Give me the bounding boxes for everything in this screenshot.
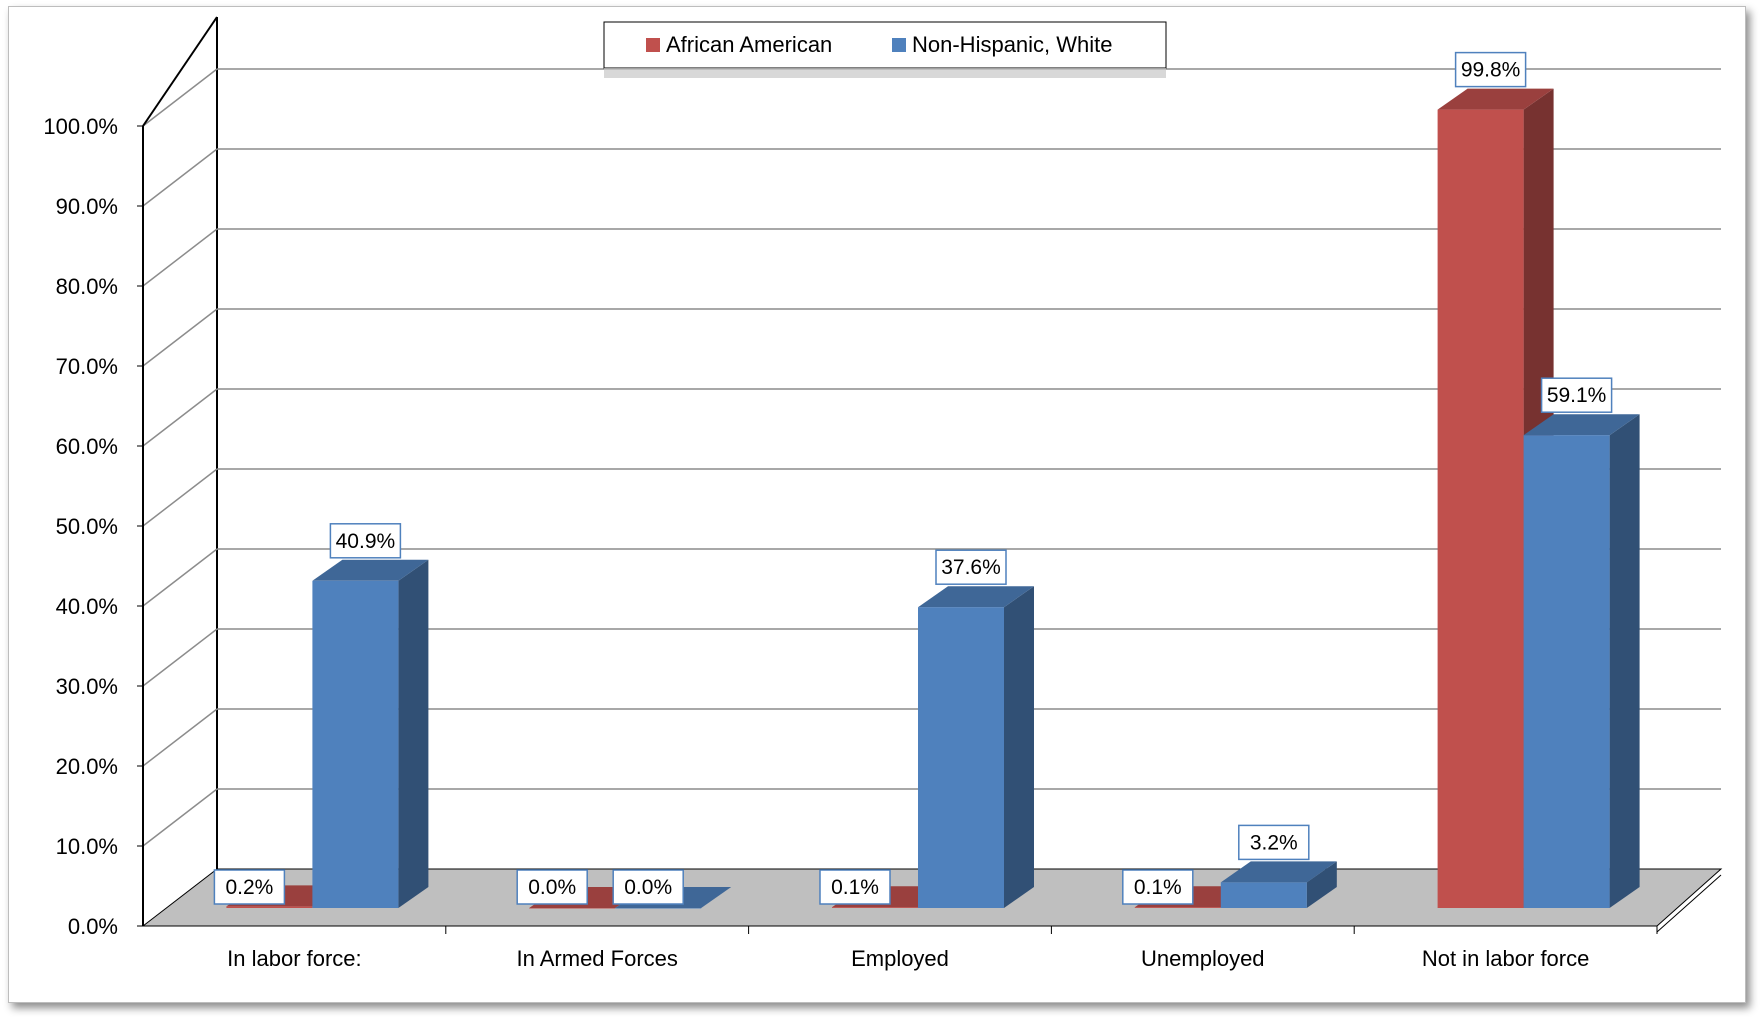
bar-african-american-in-armed-forces-front	[529, 908, 616, 909]
data-label-african-american-employed: 0.1%	[819, 869, 891, 905]
y-tick-label: 30.0%	[56, 674, 118, 699]
gridline-side	[142, 628, 218, 687]
data-label-african-american-in-armed-forces: 0.0%	[516, 869, 588, 905]
data-label-african-american-in-labor-force: 0.2%	[213, 869, 286, 905]
data-label-text: 0.0%	[624, 876, 672, 899]
data-label-box	[612, 869, 684, 905]
data-label-box	[935, 549, 1007, 585]
data-label-text: 0.1%	[1134, 876, 1182, 899]
data-label-african-american-unemployed: 0.1%	[1122, 869, 1194, 905]
gridline-side	[142, 68, 218, 127]
legend-swatch-non-hispanic-white	[892, 38, 906, 52]
bar-non-hispanic-white-not-in-labor-force-side	[1609, 414, 1640, 908]
gridline-side	[142, 548, 218, 607]
bar-african-american-unemployed-front	[1134, 907, 1221, 908]
y-tick-label: 60.0%	[56, 434, 118, 459]
y-tick-label: 10.0%	[56, 834, 118, 859]
x-tick-label-not-in-labor-force: Not in labor force	[1422, 946, 1590, 971]
data-label-non-hispanic-white-in-labor-force: 40.9%	[329, 523, 402, 559]
legend-shadow	[604, 68, 1166, 78]
data-label-text: 40.9%	[336, 530, 396, 553]
bar-non-hispanic-white-unemployed-side	[1306, 861, 1337, 908]
bar-non-hispanic-white-in-armed-forces-front	[615, 908, 702, 909]
data-label-african-american-not-in-labor-force: 99.8%	[1454, 51, 1527, 88]
gridline-side	[142, 468, 218, 527]
gridline-side	[142, 788, 218, 847]
bar-non-hispanic-white-not-in-labor-force	[1523, 414, 1640, 908]
data-label-non-hispanic-white-employed: 37.6%	[935, 549, 1007, 585]
data-label-box	[1454, 51, 1527, 88]
bar-non-hispanic-white-employed-front	[918, 607, 1004, 908]
bar-non-hispanic-white-in-labor-force-top	[312, 559, 429, 581]
y-axis-top-edge	[142, 16, 218, 127]
data-label-box	[1238, 824, 1310, 861]
bar-african-american-employed-front	[832, 907, 918, 908]
y-tick-label: 40.0%	[56, 594, 118, 619]
data-label-non-hispanic-white-in-armed-forces: 0.0%	[612, 869, 684, 905]
bar-non-hispanic-white-employed-side	[1004, 586, 1034, 908]
data-label-box	[213, 869, 286, 905]
gridline-side	[142, 308, 218, 367]
bar-non-hispanic-white-unemployed-top	[1220, 861, 1337, 883]
bar-non-hispanic-white-in-labor-force-front	[312, 580, 399, 908]
bar-non-hispanic-white-in-labor-force	[312, 559, 429, 908]
data-label-text: 0.1%	[831, 876, 879, 899]
legend-label-non-hispanic-white: Non-Hispanic, White	[912, 32, 1113, 57]
data-label-box	[329, 523, 402, 559]
y-tick-label: 80.0%	[56, 274, 118, 299]
data-label-non-hispanic-white-not-in-labor-force: 59.1%	[1540, 377, 1613, 413]
bar-non-hispanic-white-employed-top	[918, 586, 1034, 608]
data-label-text: 99.8%	[1461, 59, 1521, 82]
data-label-text: 0.2%	[225, 876, 273, 899]
data-label-text: 37.6%	[941, 556, 1001, 579]
axes: 0.0% 10.0% 20.0% 30.0% 40.0% 50.0% 60.0% 70.0% 8…	[43, 16, 1658, 971]
gridline-side	[142, 708, 218, 767]
data-label-text: 3.2%	[1250, 831, 1298, 854]
bar-non-hispanic-white-employed	[918, 586, 1034, 908]
bar-non-hispanic-white-not-in-labor-force-front	[1523, 435, 1610, 908]
y-tick-label: 70.0%	[56, 354, 118, 379]
y-tick-label: 50.0%	[56, 514, 118, 539]
data-label-text: 0.0%	[528, 876, 576, 899]
bar-african-american-not-in-labor-force-front	[1437, 109, 1524, 909]
gridline-side	[142, 148, 218, 207]
x-tick-label-unemployed: Unemployed	[1141, 946, 1265, 971]
gridline-side	[142, 228, 218, 287]
bars	[226, 88, 1640, 909]
data-label-box	[1122, 869, 1194, 905]
data-label-box	[819, 869, 891, 905]
bar-non-hispanic-white-not-in-labor-force-top	[1523, 414, 1640, 436]
legend: African American Non-Hispanic, White	[603, 21, 1167, 78]
data-label-non-hispanic-white-unemployed: 3.2%	[1238, 824, 1310, 861]
data-labels: 0.2% 40.9% 0.0% 0.0% 0.1% 37.6% 0.1% 3.2% 99.8% 5…	[213, 51, 1613, 905]
bar-african-american-not-in-labor-force-top	[1437, 88, 1554, 110]
bar-non-hispanic-white-unemployed	[1220, 861, 1337, 908]
bar-non-hispanic-white-unemployed-front	[1220, 882, 1307, 908]
x-tick-label-employed: Employed	[851, 946, 949, 971]
y-tick-label: 100.0%	[43, 114, 118, 139]
y-tick-label: 20.0%	[56, 754, 118, 779]
y-tick-label: 90.0%	[56, 194, 118, 219]
legend-label-african-american: African American	[666, 32, 832, 57]
data-label-box	[516, 869, 588, 905]
data-label-box	[1540, 377, 1613, 413]
floor-side-edge	[1656, 874, 1722, 933]
y-tick-label: 0.0%	[68, 914, 118, 939]
x-tick-label-in-armed-forces: In Armed Forces	[517, 946, 678, 971]
legend-swatch-african-american	[646, 38, 660, 52]
bar-african-american-in-labor-force-front	[226, 906, 313, 908]
data-label-text: 59.1%	[1547, 384, 1607, 407]
gridline-side	[142, 388, 218, 447]
bar-non-hispanic-white-in-labor-force-side	[398, 559, 429, 908]
x-tick-label-in-labor-force: In labor force:	[227, 946, 362, 971]
